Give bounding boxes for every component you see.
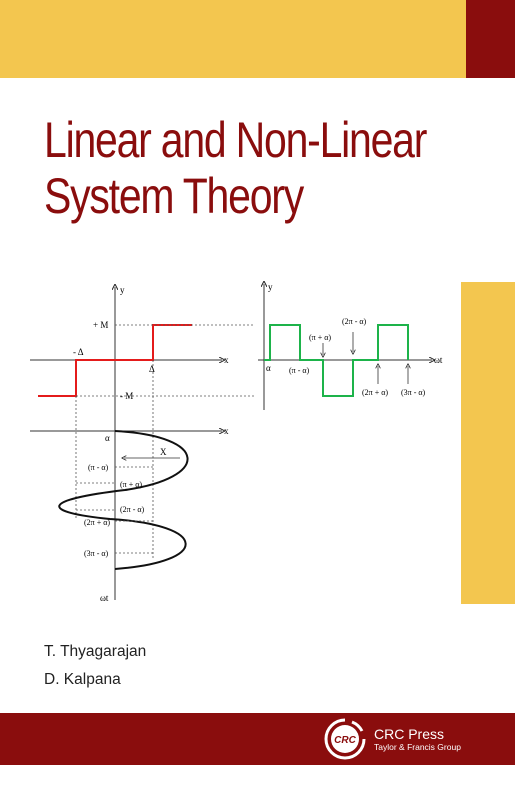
publisher-subtitle: Taylor & Francis Group (374, 741, 461, 752)
two-pi-minus-alpha-label: (2π - α) (120, 505, 145, 514)
crc-logo-icon: CRC (324, 718, 366, 760)
sine-x-label: x (224, 426, 229, 436)
publisher-text: CRC Press Taylor & Francis Group (374, 726, 461, 753)
right-y-label: y (268, 282, 273, 292)
left-wt-label: ωt (100, 593, 109, 603)
right-three-pi-minus-alpha-label: (3π - α) (401, 388, 426, 397)
left-y-label: y (120, 285, 125, 295)
amplitude-label: X (160, 447, 167, 457)
right-pi-plus-alpha-label: (π + α) (309, 333, 331, 342)
right-alpha-label: α (266, 363, 271, 373)
book-title: Linear and Non-Linear System Theory (44, 112, 427, 224)
side-yellow-band (461, 282, 515, 604)
pi-plus-alpha-label: (π + α) (120, 480, 142, 489)
author-1: T. Thyagarajan (44, 643, 147, 660)
top-red-band (466, 0, 515, 78)
three-pi-minus-alpha-label: (3π - α) (84, 549, 109, 558)
output-square-wave (264, 324, 409, 397)
top-yellow-band (0, 0, 466, 78)
cover-figure: y x + M - M - Δ Δ x X α (π - α) (π + α) … (30, 270, 443, 603)
publisher-name: CRC Press (374, 725, 445, 742)
minus-delta-label: - Δ (73, 347, 84, 357)
crc-logo-text: CRC (334, 735, 356, 746)
minus-m-label: - M (120, 391, 133, 401)
delta-label: Δ (149, 364, 155, 374)
title-line-1: Linear and Non-Linear (44, 112, 427, 168)
pi-minus-alpha-label: (π - α) (88, 463, 109, 472)
right-two-pi-plus-alpha-label: (2π + α) (362, 388, 388, 397)
sinusoidal-input-curve (58, 430, 189, 570)
alpha-label: α (105, 433, 110, 443)
bottom-red-band (0, 713, 515, 765)
right-pi-minus-alpha-label: (π - α) (289, 366, 310, 375)
right-two-pi-minus-alpha-label: (2π - α) (342, 317, 367, 326)
plus-m-label: + M (93, 320, 108, 330)
publisher-block: CRC CRC Press Taylor & Francis Group (322, 716, 461, 762)
title-line-2: System Theory (44, 168, 304, 224)
left-x-label: x (224, 355, 229, 365)
right-wt-label: ωt (434, 355, 443, 365)
authors: T. Thyagarajan D. Kalpana (44, 638, 146, 694)
two-pi-plus-alpha-label: (2π + α) (84, 518, 110, 527)
author-2: D. Kalpana (44, 671, 121, 688)
